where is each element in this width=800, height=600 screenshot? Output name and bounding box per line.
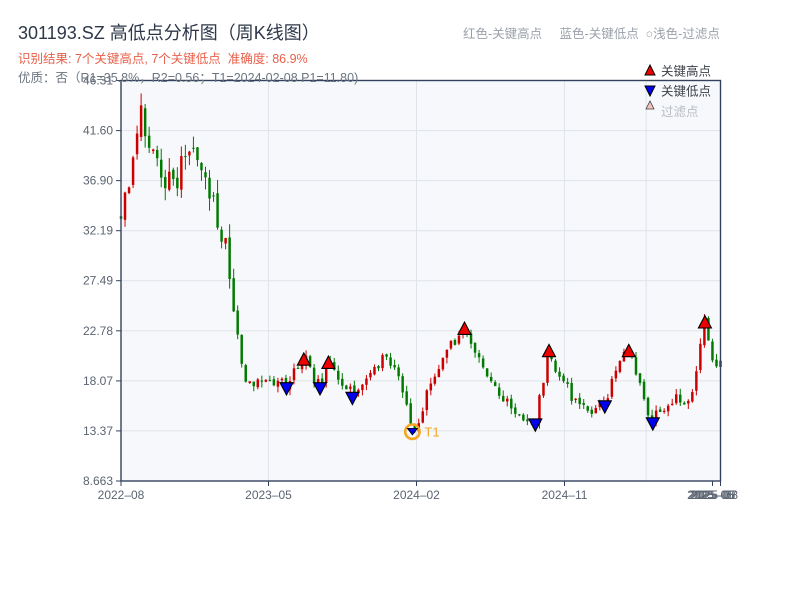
svg-text:关键高点: 关键高点 [661, 64, 711, 79]
svg-text:过滤点: 过滤点 [661, 105, 699, 119]
svg-text:关键低点: 关键低点 [661, 85, 711, 99]
